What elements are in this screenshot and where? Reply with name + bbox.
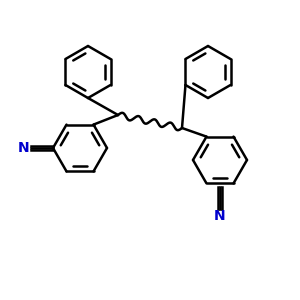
Text: N: N: [18, 141, 30, 155]
Text: N: N: [214, 209, 226, 223]
